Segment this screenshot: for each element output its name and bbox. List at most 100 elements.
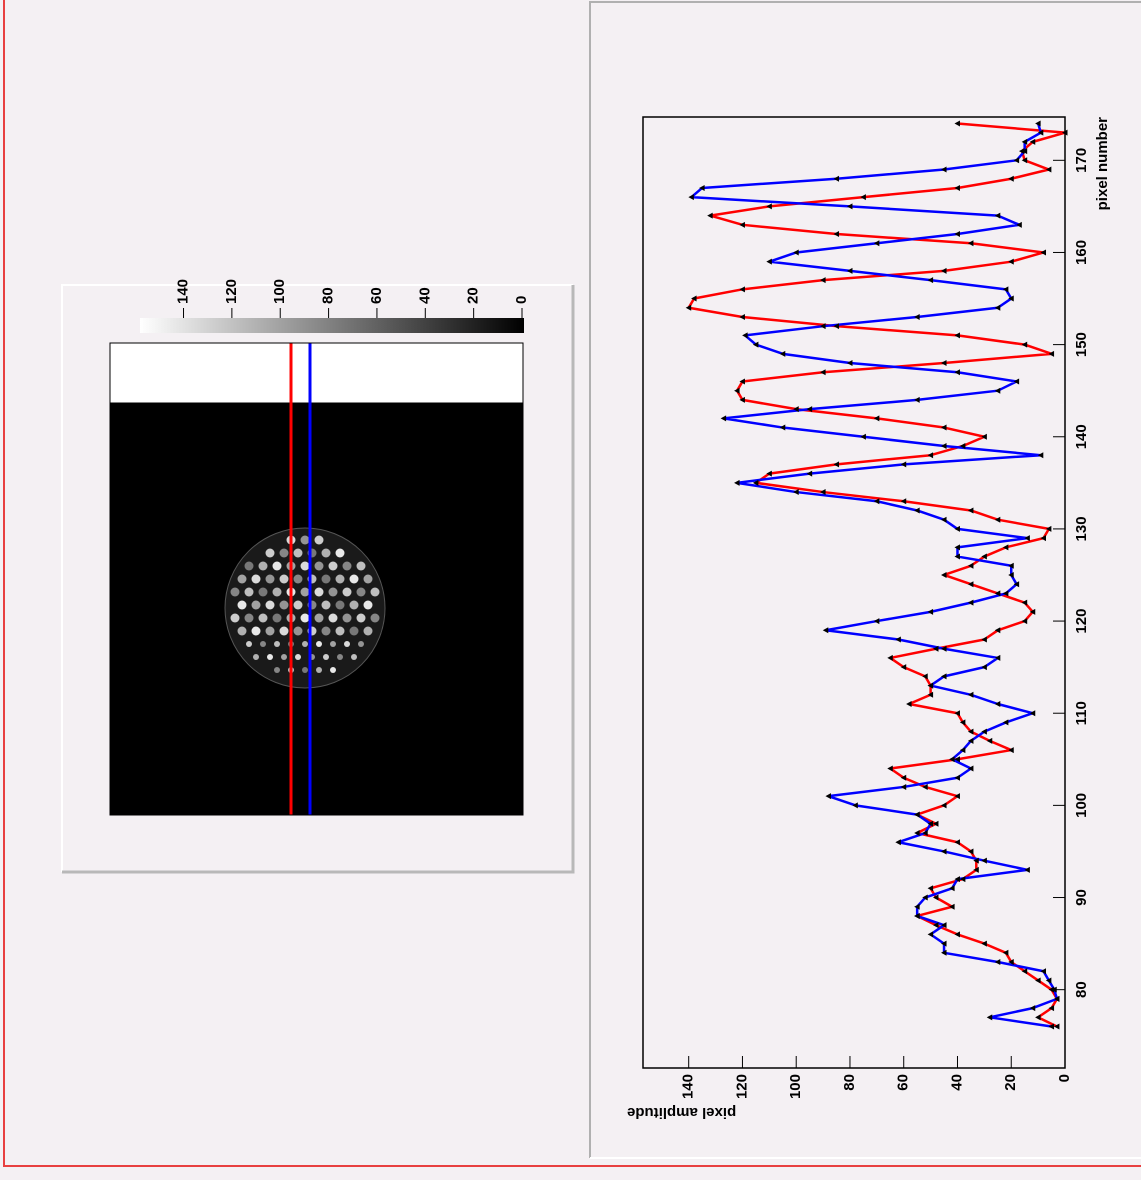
image-spot: [336, 549, 345, 558]
image-spot: [259, 588, 268, 597]
image-spot: [273, 614, 282, 623]
colorbar: [140, 318, 524, 333]
image-spot: [330, 667, 336, 673]
y-tick-label: 80: [841, 1074, 858, 1091]
image-spot: [302, 641, 308, 647]
image-spot: [266, 601, 275, 610]
image-spot: [245, 614, 254, 623]
y-tick-label: 100: [787, 1074, 804, 1099]
colorbar-tick-label: 80: [320, 287, 337, 304]
image-blank: [110, 343, 523, 403]
image-spot: [343, 614, 352, 623]
x-axis-title: pixel number: [1094, 117, 1111, 211]
image-spot: [231, 588, 240, 597]
image-spot: [245, 588, 254, 597]
image-spot: [322, 627, 331, 636]
image-spot: [295, 654, 301, 660]
x-tick-label: 170: [1073, 148, 1090, 173]
image-spot: [350, 601, 359, 610]
image-spot: [266, 627, 275, 636]
image-spot: [301, 614, 310, 623]
canvas: 020406080100120140 809010011012013014015…: [0, 0, 1141, 1180]
image-spot: [343, 562, 352, 571]
image-spot: [322, 575, 331, 584]
image-spot: [294, 575, 303, 584]
image-spot: [371, 614, 380, 623]
image-spot: [316, 641, 322, 647]
image-spot: [350, 575, 359, 584]
y-tick-label: 0: [1056, 1074, 1073, 1082]
image-spot: [294, 549, 303, 558]
image-spot: [315, 536, 324, 545]
plot-pad: [590, 0, 1141, 1158]
colorbar-tick-label: 140: [174, 279, 191, 304]
image-spot: [238, 601, 247, 610]
image-spot: [329, 562, 338, 571]
image-disc: [225, 528, 385, 688]
y-tick-label: 60: [895, 1074, 912, 1091]
image-spot: [273, 562, 282, 571]
image-spot: [280, 601, 289, 610]
image-spot: [330, 641, 336, 647]
image-spot: [343, 588, 352, 597]
image-spot: [351, 654, 357, 660]
y-tick-label: 20: [1002, 1074, 1019, 1091]
y-tick-label: 120: [733, 1074, 750, 1099]
image-spot: [294, 627, 303, 636]
image-spot: [266, 575, 275, 584]
image-spot: [274, 641, 280, 647]
image-spot: [364, 627, 373, 636]
image-spot: [231, 614, 240, 623]
image-spot: [315, 562, 324, 571]
image-spot: [274, 667, 280, 673]
x-tick-label: 120: [1073, 609, 1090, 634]
image-spot: [259, 562, 268, 571]
colorbar-tick-label: 20: [465, 287, 482, 304]
image-spot: [364, 575, 373, 584]
image-spot: [252, 601, 261, 610]
y-axis-title: pixel amplitude: [627, 1104, 736, 1121]
colorbar-tick-label: 100: [271, 279, 288, 304]
x-tick-label: 150: [1073, 332, 1090, 357]
x-tick-label: 90: [1073, 889, 1090, 906]
x-tick-label: 140: [1073, 424, 1090, 449]
image-spot: [302, 667, 308, 673]
image-spot: [301, 562, 310, 571]
x-tick-label: 160: [1073, 240, 1090, 265]
image-spot: [259, 614, 268, 623]
image-spot: [337, 654, 343, 660]
image-spot: [357, 562, 366, 571]
image-spot: [315, 588, 324, 597]
image-spot: [371, 588, 380, 597]
image-spot: [238, 627, 247, 636]
image-spot: [329, 588, 338, 597]
image-spot: [266, 549, 275, 558]
image-spot: [280, 549, 289, 558]
image-spot: [301, 536, 310, 545]
image-spot: [323, 654, 329, 660]
image-spot: [329, 614, 338, 623]
image-spot: [357, 588, 366, 597]
image-spot: [364, 601, 373, 610]
image-spot: [245, 562, 254, 571]
page: {"chart_data": [ {"type": "line", "x_lab…: [0, 0, 1141, 1180]
image-spot: [358, 641, 364, 647]
image-spot: [336, 627, 345, 636]
image-spot: [253, 654, 259, 660]
image-spot: [316, 667, 322, 673]
colorbar-tick-label: 40: [416, 287, 433, 304]
image-panel: 020406080100120140: [110, 279, 530, 815]
image-spot: [281, 654, 287, 660]
image-spot: [336, 575, 345, 584]
image-spot: [336, 601, 345, 610]
image-spot: [322, 549, 331, 558]
image-spot: [301, 588, 310, 597]
image-spot: [260, 641, 266, 647]
image-spot: [267, 654, 273, 660]
image-spot: [322, 601, 331, 610]
x-tick-label: 80: [1073, 981, 1090, 998]
image-spot: [280, 575, 289, 584]
colorbar-tick-label: 0: [513, 296, 530, 304]
colorbar-tick-label: 60: [368, 287, 385, 304]
x-tick-label: 130: [1073, 516, 1090, 541]
